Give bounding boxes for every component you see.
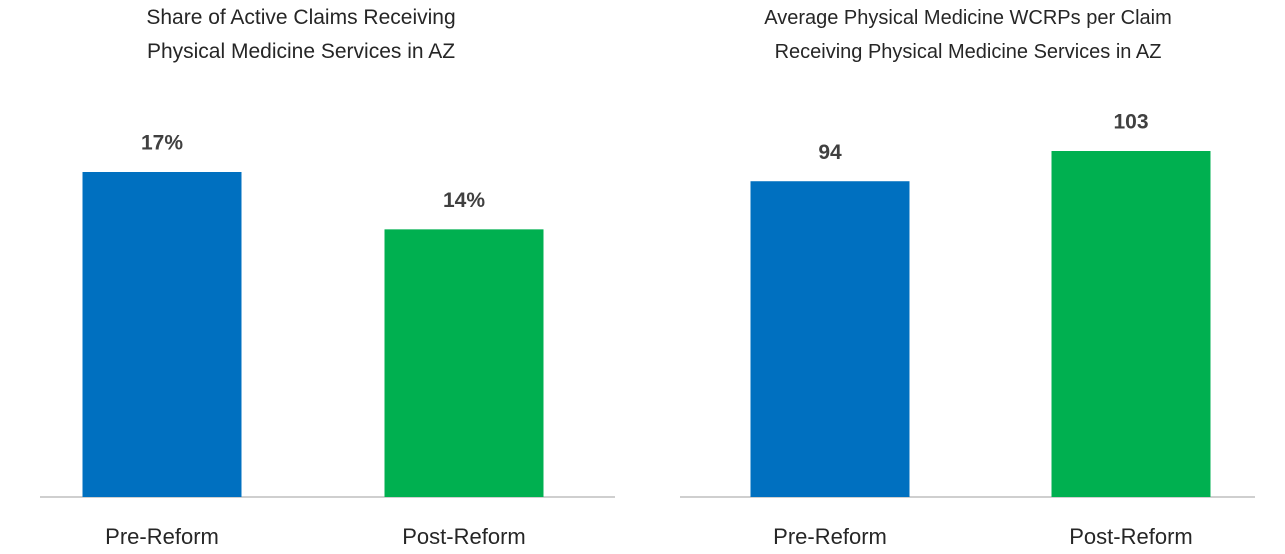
value-label: 94: [818, 141, 842, 164]
value-label: 17%: [141, 132, 183, 155]
chart-title: Share of Active Claims Receiving Physica…: [146, 6, 456, 63]
category-label: Post-Reform: [402, 524, 525, 549]
category-label: Pre-Reform: [773, 524, 887, 549]
value-label: 103: [1113, 111, 1148, 134]
bar: [384, 229, 544, 497]
bar: [1051, 151, 1211, 497]
value-label: 14%: [443, 189, 485, 212]
category-label: Post-Reform: [1069, 524, 1192, 549]
bar: [750, 181, 910, 497]
bar: [82, 172, 242, 497]
chart-title: Average Physical Medicine WCRPs per Clai…: [764, 7, 1172, 63]
category-label: Pre-Reform: [105, 524, 219, 549]
